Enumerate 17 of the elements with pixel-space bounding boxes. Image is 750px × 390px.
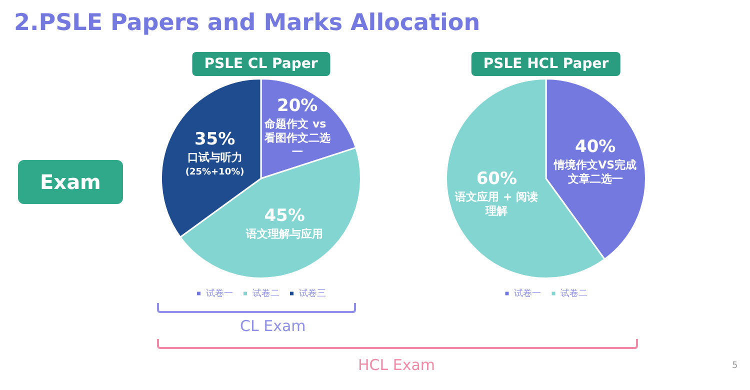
legend-label: 试卷一 (206, 288, 233, 298)
data-label: 60% 语文应用 + 阅读理解 (454, 168, 538, 218)
text: CL Exam (240, 317, 306, 335)
legend-label: 试卷三 (298, 288, 326, 298)
text: Exam (18, 160, 123, 204)
data-label: 45% 语文理解与应用 (245, 206, 324, 241)
legend-label: 试卷一 (514, 288, 541, 298)
chart-title: PSLE HCL Paper (471, 52, 621, 76)
text: HCL Exam (358, 356, 436, 374)
legend-label: 试卷二 (252, 288, 280, 298)
text: 5 (732, 361, 738, 371)
legend-label: 试卷二 (560, 288, 588, 298)
text: 2.PSLE Papers and Marks Allocation (14, 10, 480, 36)
data-label: 40% 情境作文VS完成文章二选一 (553, 136, 637, 186)
chart-title: PSLE CL Paper (192, 52, 330, 76)
data-label: 20% 命题作文 vs 看图作文二选一 (263, 96, 330, 158)
data-label: 35% 口试与听力 (25%+10%) (185, 129, 244, 178)
